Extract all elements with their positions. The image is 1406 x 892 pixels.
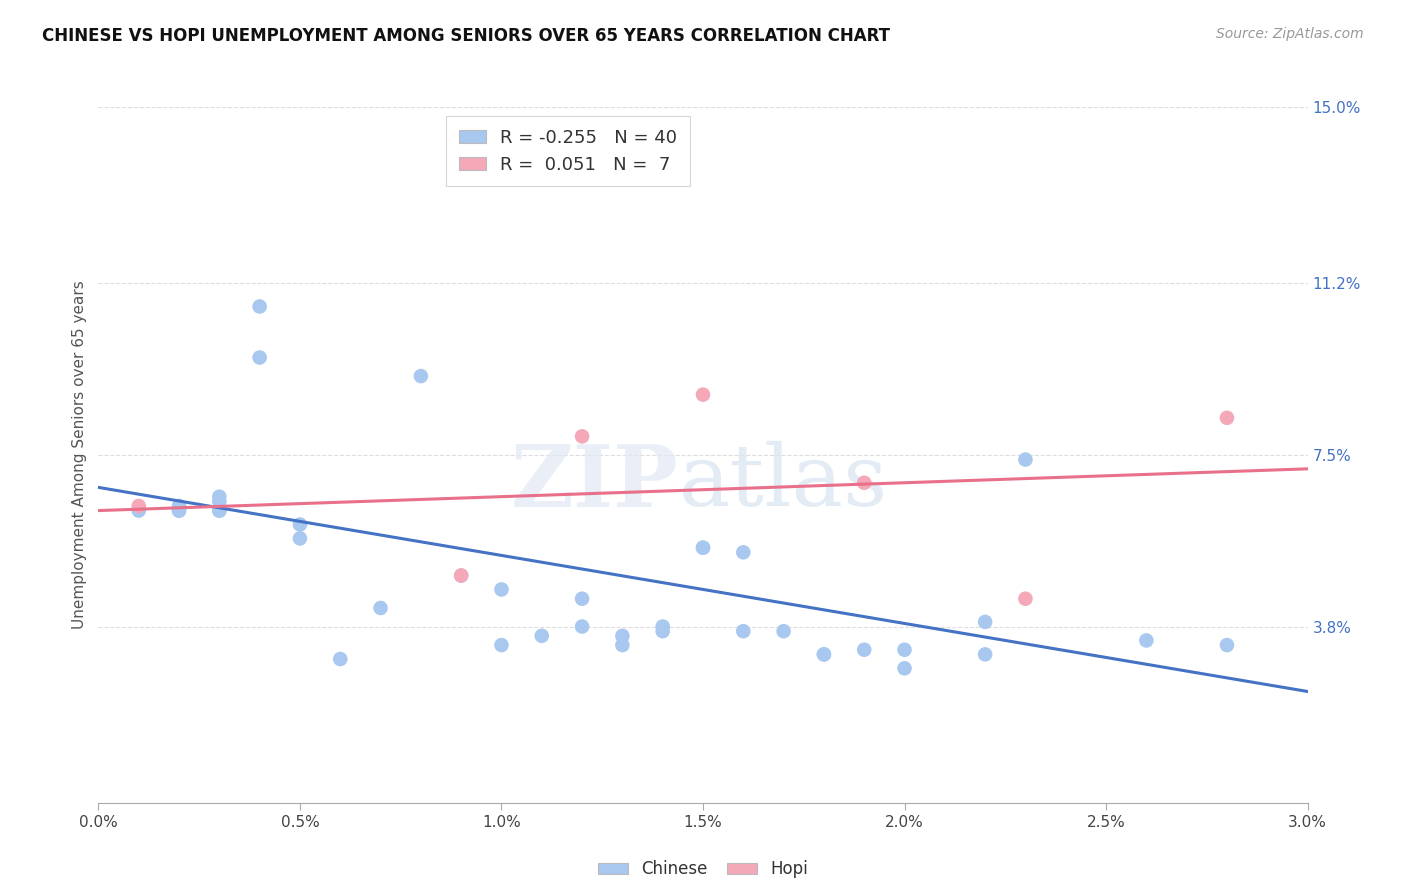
Point <box>853 642 876 657</box>
Point <box>893 642 915 657</box>
Point <box>450 568 472 582</box>
Point <box>370 601 392 615</box>
Y-axis label: Unemployment Among Seniors over 65 years: Unemployment Among Seniors over 65 years <box>72 281 87 629</box>
Point <box>651 624 673 639</box>
Point <box>1216 638 1239 652</box>
Point <box>853 475 876 490</box>
Text: Source: ZipAtlas.com: Source: ZipAtlas.com <box>1216 27 1364 41</box>
Point <box>813 648 835 662</box>
Point <box>208 503 231 517</box>
Point <box>974 648 997 662</box>
Point <box>491 582 513 597</box>
Point <box>772 624 794 639</box>
Point <box>692 387 714 401</box>
Point <box>167 499 190 513</box>
Point <box>167 503 190 517</box>
Point <box>612 638 634 652</box>
Point <box>288 517 311 532</box>
Point <box>974 615 997 629</box>
Point <box>571 619 593 633</box>
Point <box>692 541 714 555</box>
Point <box>893 661 915 675</box>
Point <box>208 503 231 517</box>
Text: atlas: atlas <box>679 442 889 524</box>
Point <box>1216 410 1239 425</box>
Point <box>733 624 755 639</box>
Point <box>530 629 553 643</box>
Point <box>733 545 755 559</box>
Point <box>1135 633 1157 648</box>
Point <box>491 638 513 652</box>
Point <box>692 541 714 555</box>
Point <box>128 499 150 513</box>
Point <box>288 532 311 546</box>
Point <box>409 369 432 384</box>
Point <box>1014 591 1036 606</box>
Point <box>1014 452 1036 467</box>
Point <box>571 429 593 443</box>
Text: ZIP: ZIP <box>510 441 679 524</box>
Point <box>167 503 190 517</box>
Point <box>571 591 593 606</box>
Point <box>128 503 150 517</box>
Text: CHINESE VS HOPI UNEMPLOYMENT AMONG SENIORS OVER 65 YEARS CORRELATION CHART: CHINESE VS HOPI UNEMPLOYMENT AMONG SENIO… <box>42 27 890 45</box>
Point <box>208 490 231 504</box>
Point <box>249 351 271 365</box>
Point <box>813 648 835 662</box>
Point <box>329 652 352 666</box>
Point <box>651 619 673 633</box>
Point <box>612 629 634 643</box>
Point <box>249 300 271 314</box>
Point <box>208 494 231 508</box>
Point <box>450 568 472 582</box>
Legend: Chinese, Hopi: Chinese, Hopi <box>591 854 815 885</box>
